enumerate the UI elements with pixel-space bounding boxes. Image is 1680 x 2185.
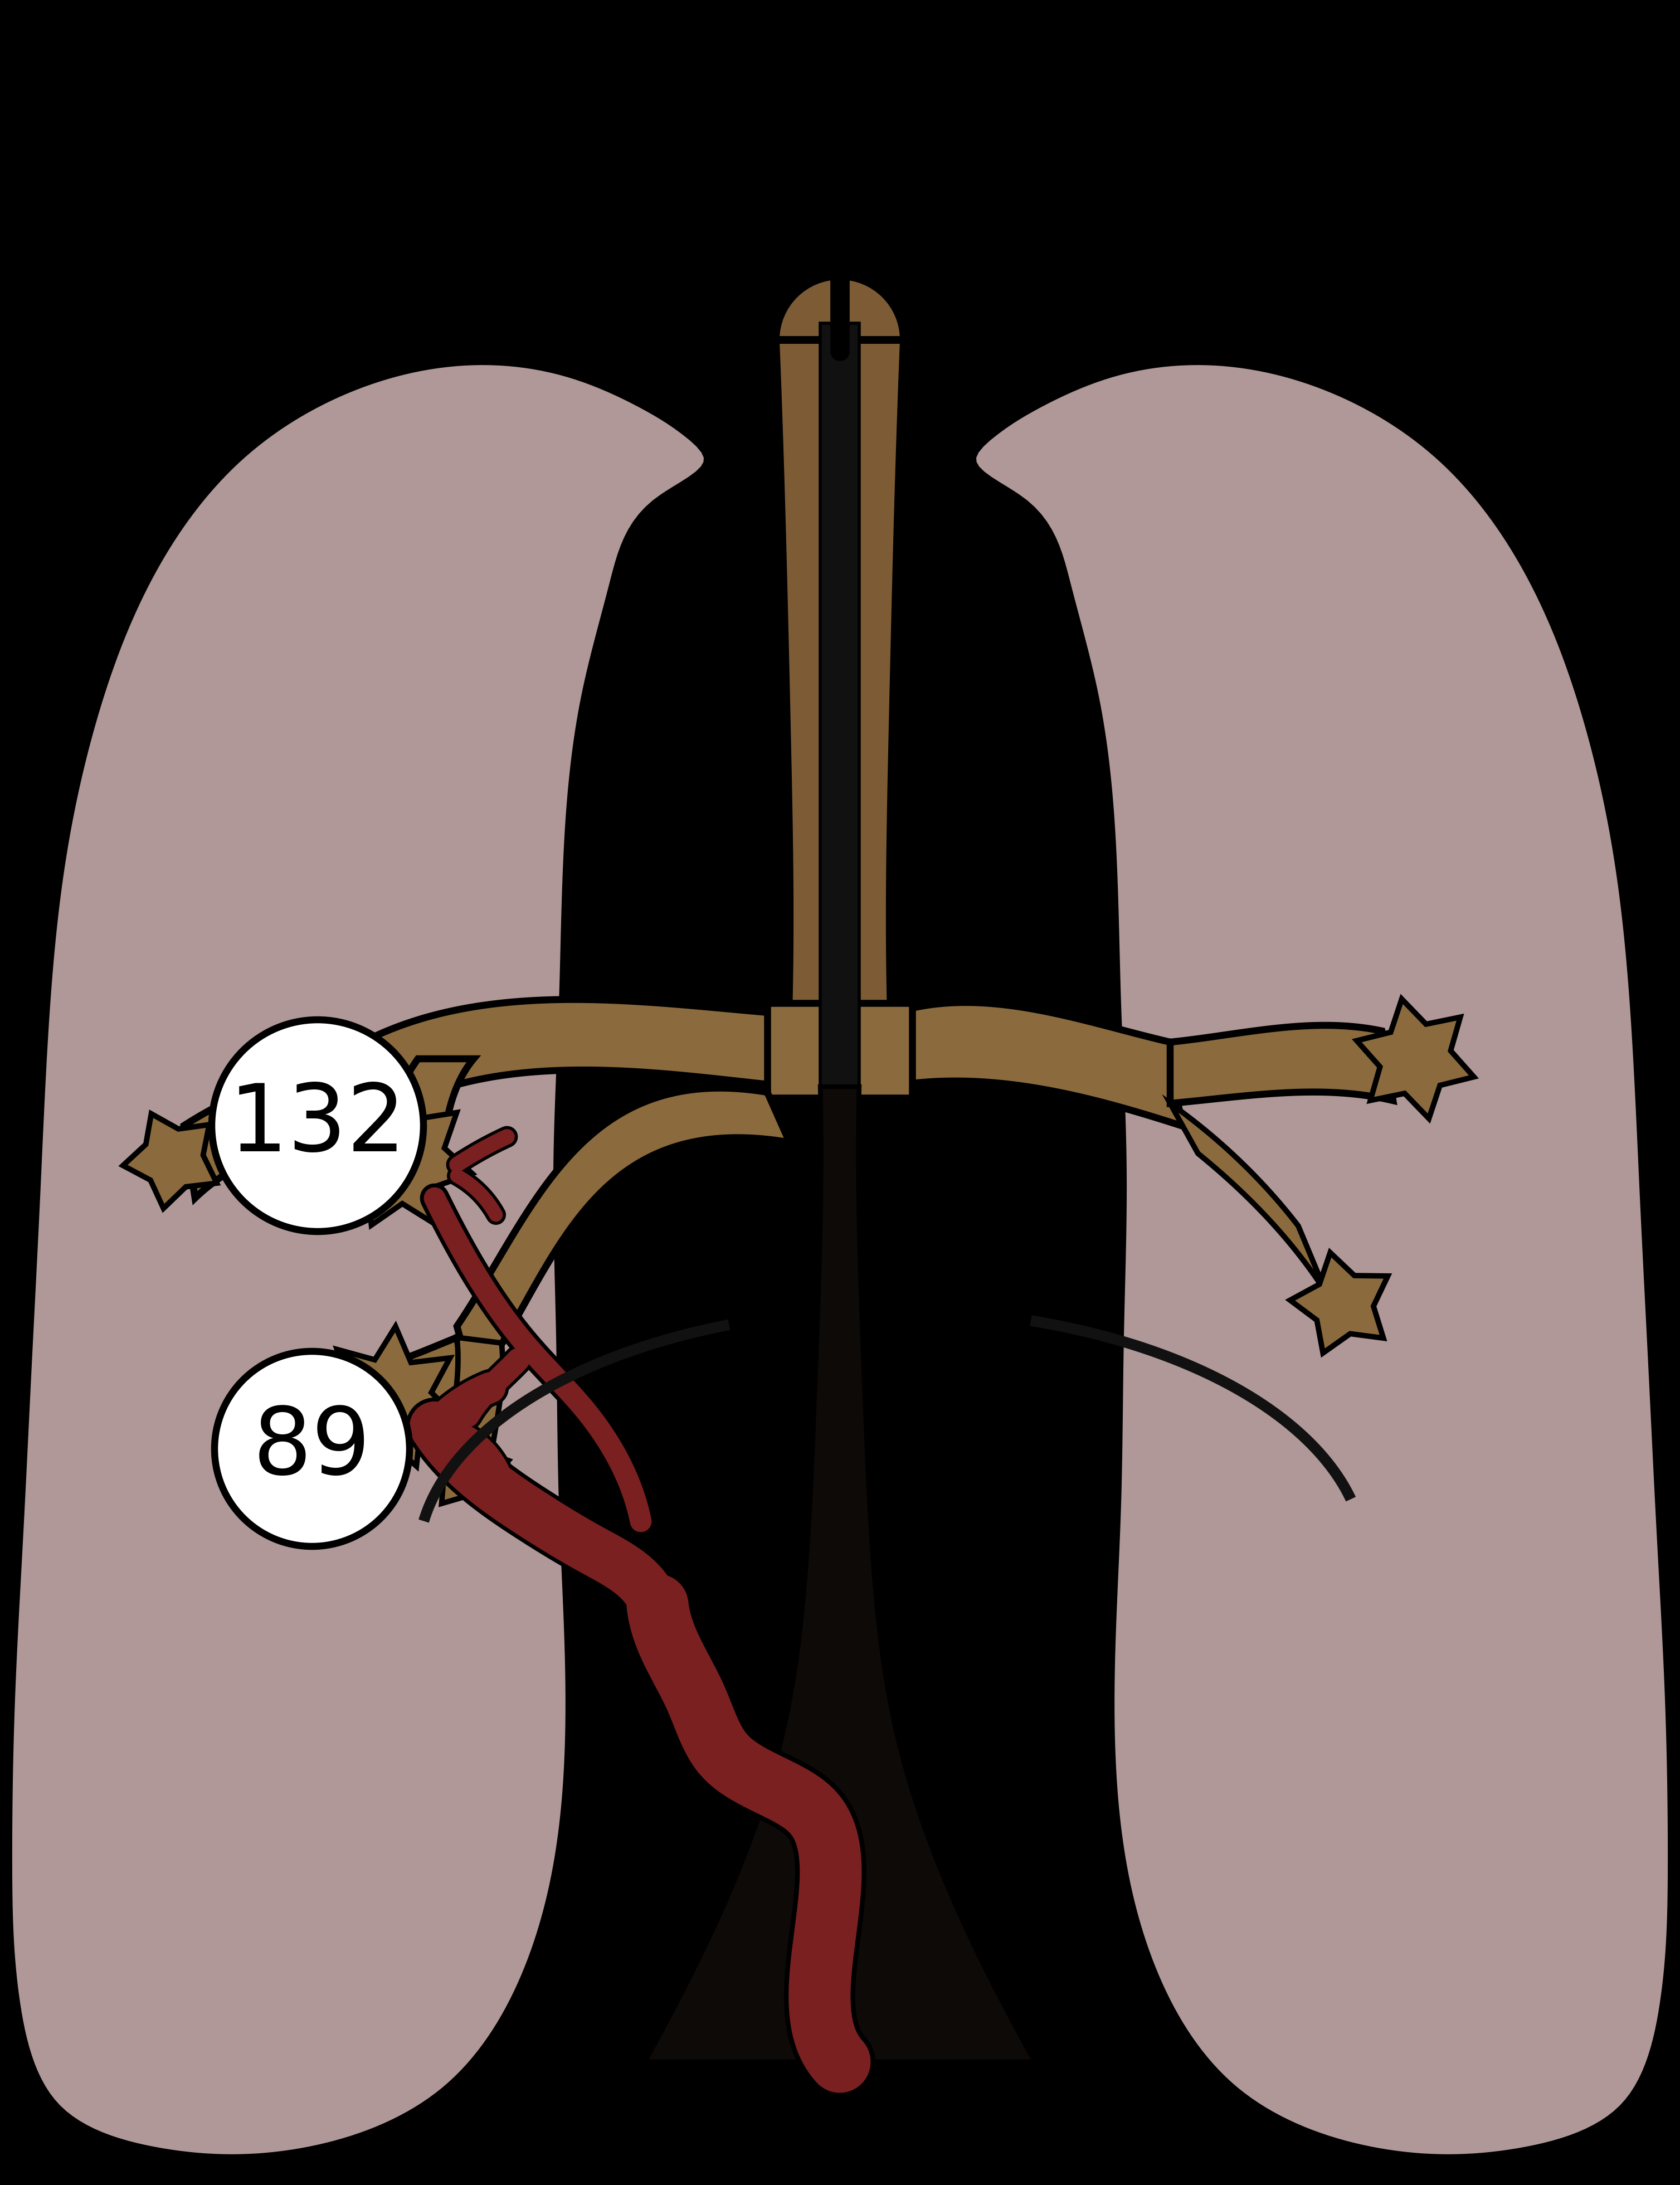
Polygon shape	[123, 1114, 217, 1208]
Circle shape	[212, 1020, 423, 1232]
Polygon shape	[776, 341, 904, 1014]
Text: 89: 89	[254, 1403, 371, 1495]
Polygon shape	[319, 1326, 459, 1466]
Polygon shape	[385, 1060, 474, 1158]
Wedge shape	[776, 275, 904, 341]
Polygon shape	[1171, 1103, 1326, 1294]
Polygon shape	[428, 1429, 509, 1505]
Polygon shape	[445, 1337, 502, 1460]
Polygon shape	[973, 361, 1672, 2159]
Polygon shape	[1357, 999, 1473, 1119]
Polygon shape	[183, 1071, 334, 1197]
Polygon shape	[457, 1088, 790, 1387]
Polygon shape	[334, 999, 790, 1143]
Polygon shape	[8, 361, 707, 2159]
Polygon shape	[331, 1086, 472, 1226]
Circle shape	[215, 1350, 410, 1547]
Polygon shape	[1290, 1252, 1388, 1353]
Polygon shape	[768, 1003, 912, 1097]
Polygon shape	[301, 1337, 469, 1449]
Text: 132: 132	[228, 1079, 407, 1171]
Polygon shape	[645, 1086, 1035, 2063]
Polygon shape	[1171, 1025, 1393, 1103]
Polygon shape	[232, 1368, 321, 1457]
Polygon shape	[820, 323, 858, 1125]
Polygon shape	[890, 1003, 1181, 1125]
